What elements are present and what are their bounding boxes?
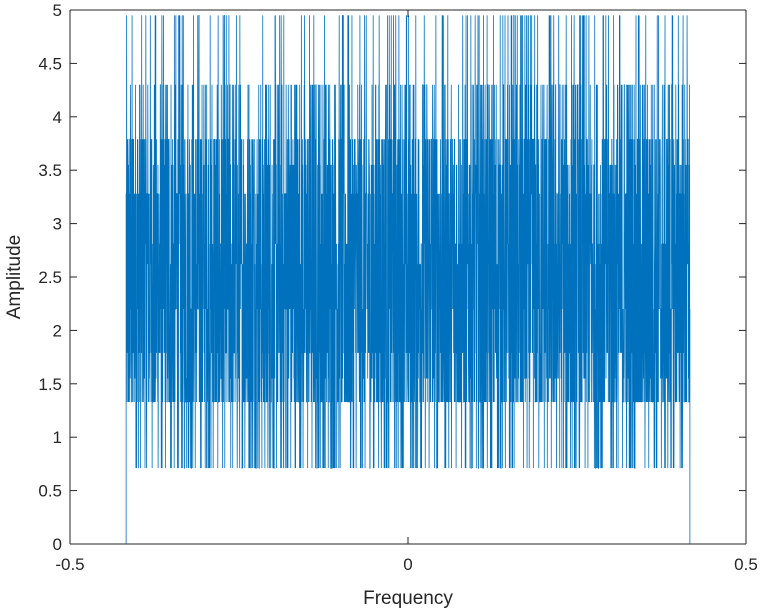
y-tick-label: 5 — [53, 1, 62, 20]
y-tick-label: 3.5 — [38, 161, 62, 180]
x-tick-label: -0.5 — [55, 555, 84, 574]
y-tick-label: 1.5 — [38, 375, 62, 394]
y-axis-label: Amplitude — [4, 235, 25, 320]
y-tick-label: 0 — [53, 535, 62, 554]
series-layer — [70, 14, 746, 545]
y-tick-label: 1 — [53, 428, 62, 447]
x-tick-label: 0.5 — [734, 555, 758, 574]
y-tick-label: 2 — [53, 321, 62, 340]
x-tick-label: 0 — [403, 555, 412, 574]
y-tick-label: 3 — [53, 215, 62, 234]
ticks-layer: 00.511.522.533.544.55-0.5 0 0.5 — [38, 1, 757, 574]
y-tick-label: 2.5 — [38, 268, 62, 287]
x-axis-label: Frequency — [363, 588, 453, 609]
y-tick-label: 4.5 — [38, 54, 62, 73]
y-tick-label: 0.5 — [38, 482, 62, 501]
y-tick-label: 4 — [53, 108, 62, 127]
series-line — [70, 14, 746, 545]
